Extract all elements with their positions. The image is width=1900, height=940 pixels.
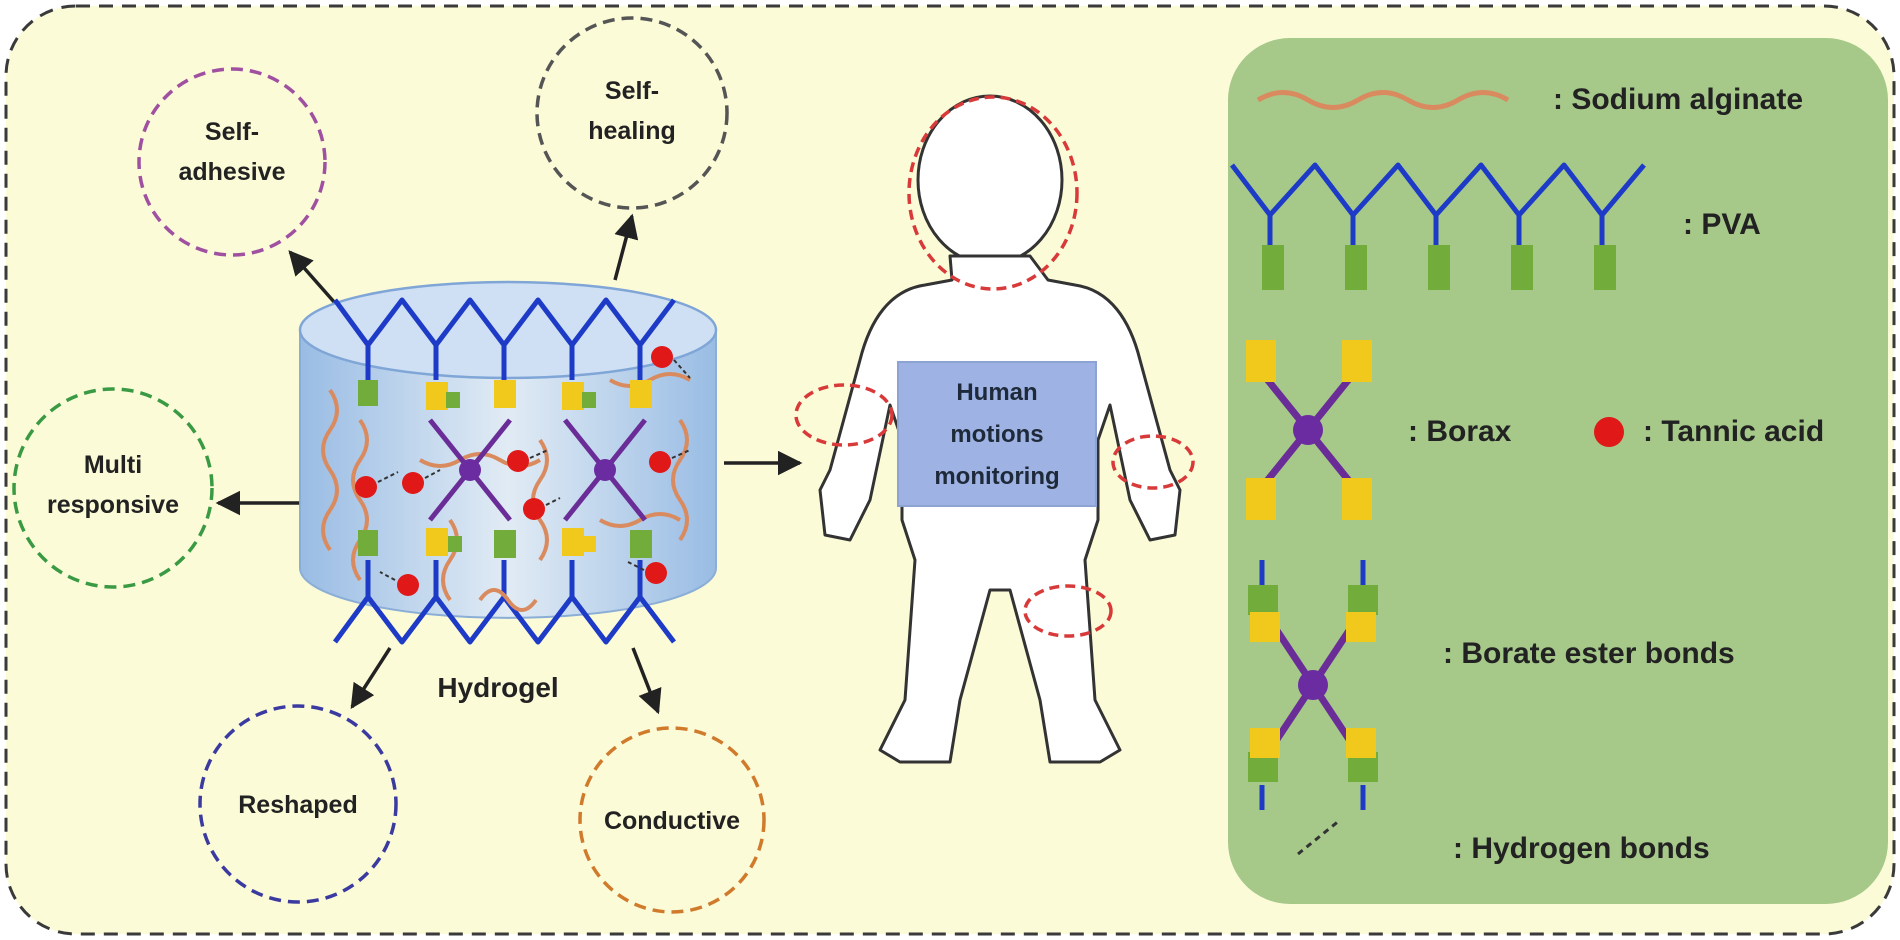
self-adhesive-label-line2: adhesive [178,158,285,186]
legend-hydrogen-bonds-label: : Hydrogen bonds [1453,832,1710,865]
self-healing-label-line2: healing [588,117,676,145]
conductive-label: Conductive [604,807,740,835]
hydrogel-borate-blocks [358,380,652,558]
center-label-line2: motions [950,421,1043,448]
hydrogel-tannic-acid-dots [355,346,673,596]
hydrogel-borax-crosslinks [428,418,647,522]
legend-sodium-alginate: : Sodium alginate [1256,83,1803,116]
legend-pva-label: : PVA [1683,208,1761,241]
hydrogel-cylinder: Hydrogel [298,280,718,703]
human-motions-monitoring-box: Human motions monitoring [897,361,1097,507]
self-adhesive-label-line1: Self- [205,118,259,146]
center-label-line3: monitoring [934,463,1059,490]
legend-borate-ester-label: : Borate ester bonds [1443,637,1735,670]
reshaped-label: Reshaped [238,791,357,819]
legend-sodium-alginate-label: : Sodium alginate [1553,83,1803,116]
feature-arrows [215,213,803,715]
legend-borax: : Borax [1246,340,1512,520]
feature-multi-responsive: Multi responsive [12,387,214,589]
multi-responsive-label-line1: Multi [84,451,142,479]
feature-self-adhesive: Self- adhesive [137,67,327,257]
legend-panel [1228,38,1888,904]
legend-hydrogen-bonds: : Hydrogen bonds [1297,818,1710,865]
legend-tannic-acid-label: : Tannic acid [1643,415,1824,448]
legend-tannic-acid: : Tannic acid [1594,415,1824,448]
hydrogel-hydrogen-bonds [377,359,691,581]
self-healing-label-line1: Self- [605,77,659,105]
feature-conductive: Conductive [578,726,766,914]
multi-responsive-label-line2: responsive [47,491,179,519]
hydrogel-label: Hydrogel [437,672,558,703]
monitoring-rings [794,95,1195,638]
feature-reshaped: Reshaped [198,704,398,904]
legend-borax-label: : Borax [1408,415,1512,448]
legend-borate-ester-bonds: : Borate ester bonds [1248,560,1735,810]
feature-self-healing: Self- healing [535,16,729,210]
center-label-line1: Human [956,379,1037,406]
legend-pva: : PVA [1230,162,1761,290]
